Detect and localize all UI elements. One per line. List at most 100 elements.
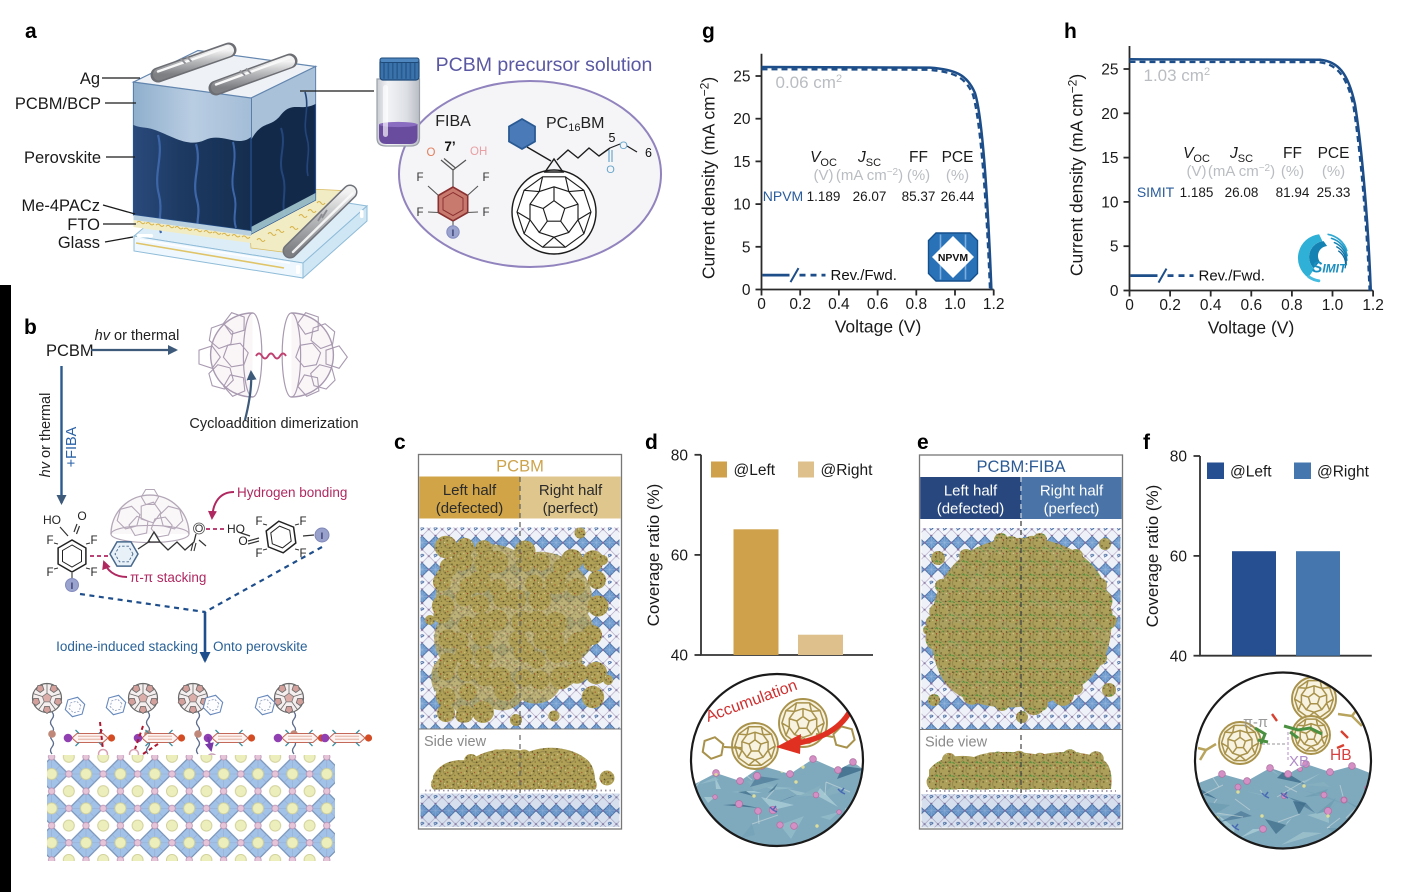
svg-text:PCBM precursor solution: PCBM precursor solution — [436, 54, 653, 76]
svg-text:FF: FF — [1283, 145, 1302, 162]
svg-text:g: g — [702, 20, 715, 43]
svg-text:Left half: Left half — [443, 482, 497, 499]
svg-text:0: 0 — [742, 282, 751, 299]
svg-text:O: O — [195, 523, 204, 535]
svg-text:(V): (V) — [814, 167, 834, 184]
svg-text:15: 15 — [1101, 150, 1118, 167]
svg-text:(V): (V) — [1187, 163, 1207, 180]
svg-text:F: F — [255, 548, 262, 560]
svg-text:O: O — [238, 534, 247, 548]
svg-text:0: 0 — [1125, 297, 1134, 314]
svg-text:0.6: 0.6 — [867, 296, 889, 313]
svg-text:1.0: 1.0 — [1322, 297, 1344, 314]
svg-text:π-π stacking: π-π stacking — [130, 570, 206, 585]
svg-text:I: I — [452, 228, 455, 239]
svg-text:c: c — [394, 431, 406, 454]
svg-text:PCE: PCE — [1318, 145, 1350, 162]
svg-text:F: F — [416, 172, 423, 184]
svg-text:60: 60 — [1170, 549, 1188, 566]
svg-text:SIMIT: SIMIT — [1137, 184, 1175, 200]
svg-text:0.6: 0.6 — [1241, 297, 1263, 314]
svg-text:F: F — [416, 207, 423, 219]
svg-text:Ag: Ag — [80, 70, 100, 88]
svg-text:1.0: 1.0 — [944, 296, 966, 313]
svg-text:Glass: Glass — [58, 234, 100, 252]
svg-text:Voltage (V): Voltage (V) — [835, 317, 922, 337]
svg-text:(perfect): (perfect) — [543, 500, 599, 517]
svg-text:Rev./Fwd.: Rev./Fwd. — [831, 267, 897, 284]
svg-text:hv or thermal: hv or thermal — [38, 393, 54, 478]
svg-text:JSC: JSC — [1229, 145, 1253, 165]
svg-text:f: f — [1143, 431, 1151, 454]
svg-text:6: 6 — [645, 146, 652, 160]
svg-text:PCBM/BCP: PCBM/BCP — [15, 95, 101, 113]
svg-text:0.8: 0.8 — [1281, 297, 1303, 314]
svg-text:Side view: Side view — [925, 735, 988, 751]
svg-text:@Right: @Right — [1317, 464, 1370, 481]
svg-text:0.8: 0.8 — [906, 296, 928, 313]
svg-text:NPVM: NPVM — [763, 188, 803, 204]
svg-text:h: h — [1064, 20, 1077, 43]
svg-text:HO: HO — [43, 513, 61, 527]
svg-text:Right half: Right half — [539, 482, 603, 499]
svg-text:FF: FF — [909, 149, 928, 166]
svg-text:Left half: Left half — [944, 483, 998, 500]
svg-text:(%): (%) — [1281, 163, 1304, 180]
svg-text:10: 10 — [733, 197, 751, 214]
svg-text:5: 5 — [609, 131, 616, 145]
svg-text:O: O — [606, 164, 615, 176]
svg-text:Coverage ratio (%): Coverage ratio (%) — [644, 484, 663, 627]
svg-text:1.03 cm2: 1.03 cm2 — [1144, 66, 1211, 85]
svg-text:0.4: 0.4 — [828, 296, 850, 313]
svg-text:O: O — [619, 140, 628, 152]
svg-text:0: 0 — [757, 296, 766, 313]
svg-text:e: e — [917, 431, 929, 454]
svg-text:PCBM: PCBM — [46, 342, 94, 360]
svg-text:F: F — [299, 548, 306, 560]
svg-text:40: 40 — [671, 648, 689, 665]
svg-text:F: F — [299, 516, 306, 528]
svg-text:20: 20 — [733, 111, 751, 128]
svg-text:π-π: π-π — [1243, 715, 1268, 731]
svg-text:(%): (%) — [1322, 163, 1345, 180]
svg-text:hv or thermal: hv or thermal — [95, 328, 180, 344]
svg-text:5: 5 — [1110, 239, 1119, 256]
svg-text:1.189: 1.189 — [807, 189, 841, 204]
svg-text:(defected): (defected) — [436, 500, 504, 517]
svg-text:10: 10 — [1101, 194, 1119, 211]
svg-text:26.07: 26.07 — [853, 189, 887, 204]
svg-text:5: 5 — [742, 239, 751, 256]
svg-text:PCE: PCE — [942, 149, 974, 166]
svg-text:1.2: 1.2 — [983, 296, 1005, 313]
svg-text:FIBA: FIBA — [435, 113, 471, 130]
svg-text:JSC: JSC — [857, 149, 881, 169]
svg-text:25: 25 — [1101, 62, 1118, 79]
svg-text:PC16BM: PC16BM — [546, 115, 604, 134]
svg-text:85.37: 85.37 — [902, 189, 936, 204]
svg-text:(perfect): (perfect) — [1044, 501, 1100, 518]
svg-text:80: 80 — [1170, 449, 1188, 466]
svg-text:20: 20 — [1101, 106, 1119, 123]
svg-text:0.2: 0.2 — [789, 296, 811, 313]
svg-text:I: I — [71, 581, 74, 592]
svg-text:F: F — [482, 172, 489, 184]
svg-text:PCBM:FIBA: PCBM:FIBA — [977, 458, 1066, 476]
svg-text:F: F — [90, 567, 97, 579]
svg-text:26.08: 26.08 — [1225, 185, 1259, 200]
svg-text:OH: OH — [470, 146, 487, 158]
svg-text:Cycloaddition dimerization: Cycloaddition dimerization — [189, 416, 358, 432]
svg-text:PCBM: PCBM — [496, 458, 544, 476]
svg-text:Me-4PACz: Me-4PACz — [21, 197, 100, 215]
svg-text:40: 40 — [1170, 649, 1188, 666]
svg-text:(mA cm−2): (mA cm−2) — [836, 167, 903, 184]
svg-text:@Left: @Left — [1230, 464, 1272, 481]
svg-text:(%): (%) — [946, 167, 969, 184]
svg-text:15: 15 — [733, 154, 750, 171]
svg-text:1.185: 1.185 — [1180, 185, 1214, 200]
svg-text:Rev./Fwd.: Rev./Fwd. — [1199, 268, 1265, 285]
svg-text:Side view: Side view — [424, 734, 487, 750]
svg-text:Iodine-induced stacking: Iodine-induced stacking — [56, 639, 198, 654]
svg-text:25.33: 25.33 — [1317, 185, 1351, 200]
svg-text:Voltage (V): Voltage (V) — [1208, 318, 1295, 338]
svg-text:0.2: 0.2 — [1159, 297, 1181, 314]
